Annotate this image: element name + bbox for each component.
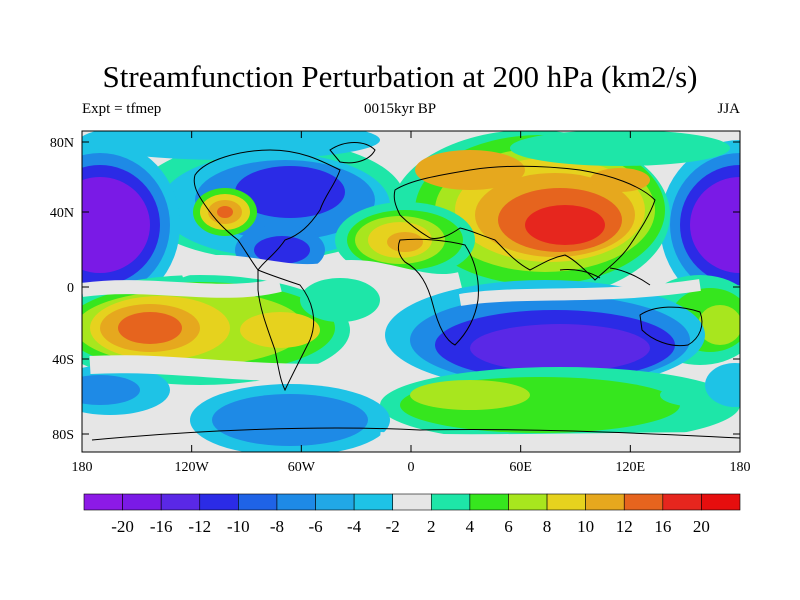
west-negative-anomaly [82,140,180,310]
lat-tick-label: 0 [67,281,74,296]
colorbar-label: 10 [577,517,594,536]
colorbar-label: 4 [466,517,475,536]
colorbar-swatch [122,493,162,511]
colorbar-swatch [392,493,432,511]
east-negative-anomaly [660,140,740,310]
colorbar-label: 12 [616,517,633,536]
colorbar-swatch [585,493,625,511]
arctic-negative [82,131,730,166]
longitude-axis: 180 120W 60W 0 60E 120E 180 [72,131,751,475]
neutral-bands [82,255,740,451]
colorbar: -20 -16 -12 -10 -8 -6 -4 -2 2 4 6 8 10 12 16 20 [83,493,741,536]
lat-tick-label: 80N [50,136,74,151]
antarctic-negative [82,363,740,452]
experiment-label: Expt = tfmep [82,101,162,117]
contour-field [82,131,740,452]
time-label: 0015kyr BP [363,101,437,117]
colorbar-swatch [701,493,741,511]
colorbar-swatch [508,493,548,511]
colorbar-label: -2 [386,517,400,536]
colorbar-label: 2 [427,517,436,536]
colorbar-swatch [315,493,355,511]
colorbar-label: -16 [150,517,173,536]
colorbar-swatch [469,493,509,511]
lon-tick-label: 60E [509,460,532,475]
lon-tick-label: 0 [408,460,415,475]
colorbar-swatch [199,493,239,511]
colorbar-label: -4 [347,517,362,536]
latitude-axis: 80N 40N 0 40S 80S [50,136,740,443]
colorbar-swatch [353,493,394,511]
colorbar-swatch [430,493,471,511]
lat-tick-label: 40N [50,206,74,221]
lat-tick-label: 80S [52,428,74,443]
colorbar-label: 6 [504,517,513,536]
colorbar-swatch [160,493,201,511]
colorbar-label: 20 [693,517,710,536]
season-label: JJA [717,101,740,117]
lon-tick-label: 120W [175,460,210,475]
lat-tick-label: 40S [52,353,74,368]
southern-positive-band [380,367,740,443]
colorbar-label: -10 [227,517,250,536]
colorbar-label: -20 [111,517,134,536]
colorbar-label: -6 [308,517,322,536]
colorbar-swatch [662,493,702,511]
colorbar-swatch [546,493,586,511]
lon-tick-label: 120E [616,460,646,475]
coastlines [91,142,740,441]
colorbar-label: 16 [654,517,671,536]
indian-ocean-negative [385,280,705,390]
lon-tick-label: 180 [730,460,751,475]
colorbar-label: -8 [270,517,284,536]
lon-tick-label: 60W [288,460,316,475]
lon-tick-label: 180 [72,460,93,475]
map-title: Streamfunction Perturbation at 200 hPa (… [102,59,698,94]
colorbar-swatch [623,493,664,511]
colorbar-swatch [276,493,316,511]
colorbar-swatch [83,493,123,511]
colorbar-label: 8 [543,517,552,536]
colorbar-swatch [238,493,278,511]
na-positive-cell [193,188,257,236]
colorbar-label: -12 [188,517,211,536]
